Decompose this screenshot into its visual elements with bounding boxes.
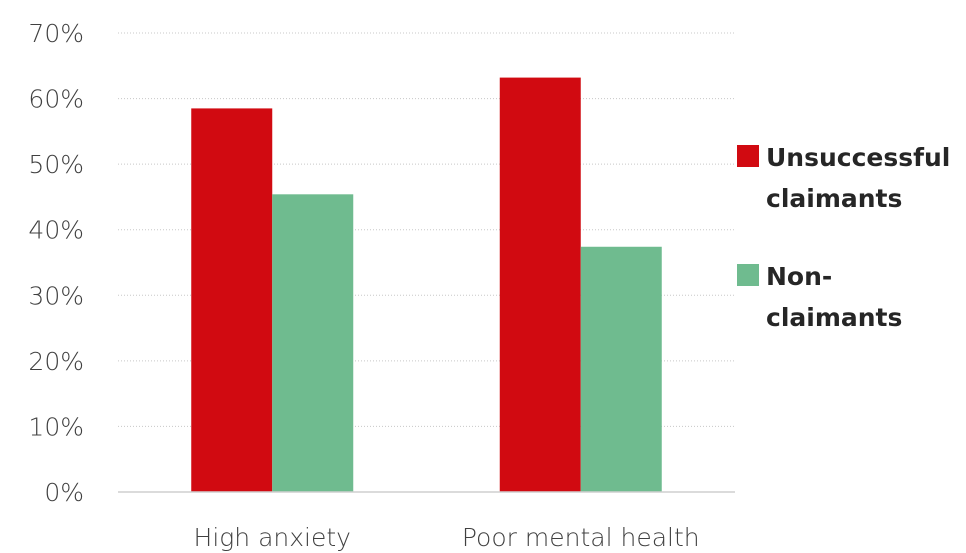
y-tick-label: 30% <box>28 281 84 310</box>
y-axis-ticks: 0% 10% 20% 30% 40% 50% 60% 70% <box>28 19 84 507</box>
legend-swatch <box>737 145 759 167</box>
y-tick-label: 40% <box>28 216 84 245</box>
legend: Unsuccessful claimants Non-claimants <box>737 143 950 332</box>
y-tick-label: 60% <box>28 85 84 114</box>
bars <box>191 77 662 493</box>
x-category-label: High anxiety <box>194 523 351 552</box>
y-tick-label: 10% <box>28 412 84 441</box>
legend-label: Unsuccessful <box>766 143 950 172</box>
legend-label: claimants <box>766 303 902 332</box>
x-axis-categories: High anxiety Poor mental health <box>194 523 700 552</box>
y-tick-label: 50% <box>28 150 84 179</box>
y-tick-label: 20% <box>28 347 84 376</box>
x-category-label: Poor mental health <box>462 523 700 552</box>
bar <box>191 108 273 493</box>
bar <box>499 77 581 493</box>
legend-label: Non- <box>766 262 832 291</box>
y-tick-label: 0% <box>44 478 84 507</box>
legend-swatch <box>737 264 759 286</box>
bar <box>272 194 354 492</box>
bar <box>580 246 662 492</box>
y-tick-label: 70% <box>28 19 84 48</box>
legend-label: claimants <box>766 184 902 213</box>
